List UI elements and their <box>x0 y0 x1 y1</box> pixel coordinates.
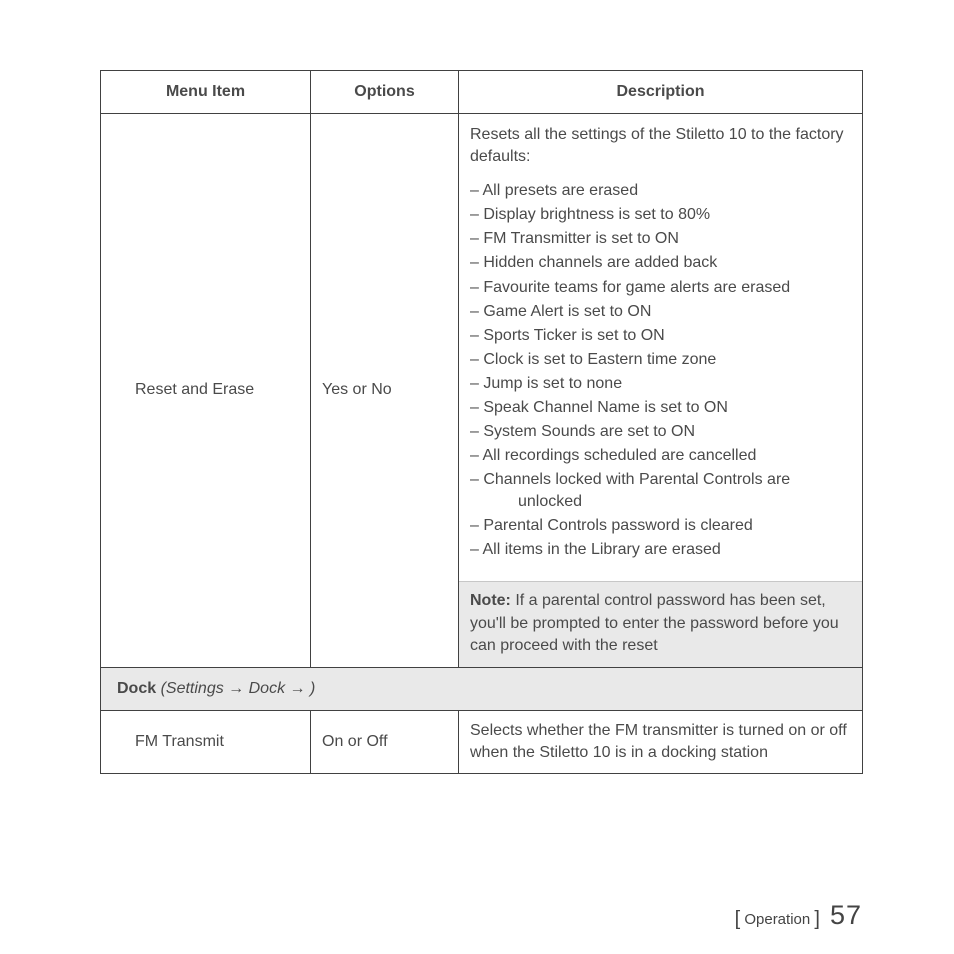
reset-bullet: – Display brightness is set to 80% <box>470 204 851 226</box>
cell-reset-description: Resets all the settings of the Stiletto … <box>459 114 863 668</box>
reset-bullet: – FM Transmitter is set to ON <box>470 228 851 250</box>
reset-note-box: Note: If a parental control password has… <box>459 581 862 666</box>
arrow-icon: → <box>228 680 244 697</box>
note-label: Note: <box>470 592 511 609</box>
reset-bullet: – Parental Controls password is cleared <box>470 515 851 537</box>
page-number: 57 <box>830 900 862 930</box>
footer-section: Operation <box>740 911 814 928</box>
bracket-close: ] <box>814 908 820 930</box>
row-reset-and-erase: Reset and Erase Yes or No Resets all the… <box>101 114 863 668</box>
section-dock-path: (Settings → Dock → ) <box>156 680 315 697</box>
settings-table: Menu Item Options Description Reset and … <box>100 70 863 774</box>
section-row-dock: Dock (Settings → Dock → ) <box>101 667 863 710</box>
reset-bullet: – All recordings scheduled are cancelled <box>470 445 851 467</box>
reset-bullet: – Favourite teams for game alerts are er… <box>470 277 851 299</box>
reset-bullet: – Clock is set to Eastern time zone <box>470 349 851 371</box>
arrow-icon: → <box>290 680 306 697</box>
cell-reset-menu-item: Reset and Erase <box>101 114 311 668</box>
page-footer: [ Operation ]57 <box>735 900 862 931</box>
reset-bullet: – Sports Ticker is set to ON <box>470 325 851 347</box>
reset-bullet: – All items in the Library are erased <box>470 539 851 561</box>
header-menu-item: Menu Item <box>101 71 311 114</box>
header-row: Menu Item Options Description <box>101 71 863 114</box>
reset-bullet: – All presets are erased <box>470 180 851 202</box>
cell-fm-menu-item: FM Transmit <box>101 710 311 773</box>
header-description: Description <box>459 71 863 114</box>
reset-bullet: – Speak Channel Name is set to ON <box>470 397 851 419</box>
section-dock-label: Dock <box>117 680 156 697</box>
reset-intro-text: Resets all the settings of the Stiletto … <box>470 124 851 168</box>
section-dock-cell: Dock (Settings → Dock → ) <box>101 667 863 710</box>
reset-bullet: – System Sounds are set to ON <box>470 421 851 443</box>
note-text: If a parental control password has been … <box>470 592 839 653</box>
cell-reset-options: Yes or No <box>311 114 459 668</box>
header-options: Options <box>311 71 459 114</box>
cell-fm-description: Selects whether the FM transmitter is tu… <box>459 710 863 773</box>
row-fm-transmit: FM Transmit On or Off Selects whether th… <box>101 710 863 773</box>
cell-fm-options: On or Off <box>311 710 459 773</box>
reset-bullet-list: – All presets are erased – Display brigh… <box>470 180 851 561</box>
reset-bullet: – Channels locked with Parental Controls… <box>470 469 851 513</box>
reset-bullet: – Jump is set to none <box>470 373 851 395</box>
reset-bullet: – Hidden channels are added back <box>470 252 851 274</box>
reset-bullet: – Game Alert is set to ON <box>470 301 851 323</box>
